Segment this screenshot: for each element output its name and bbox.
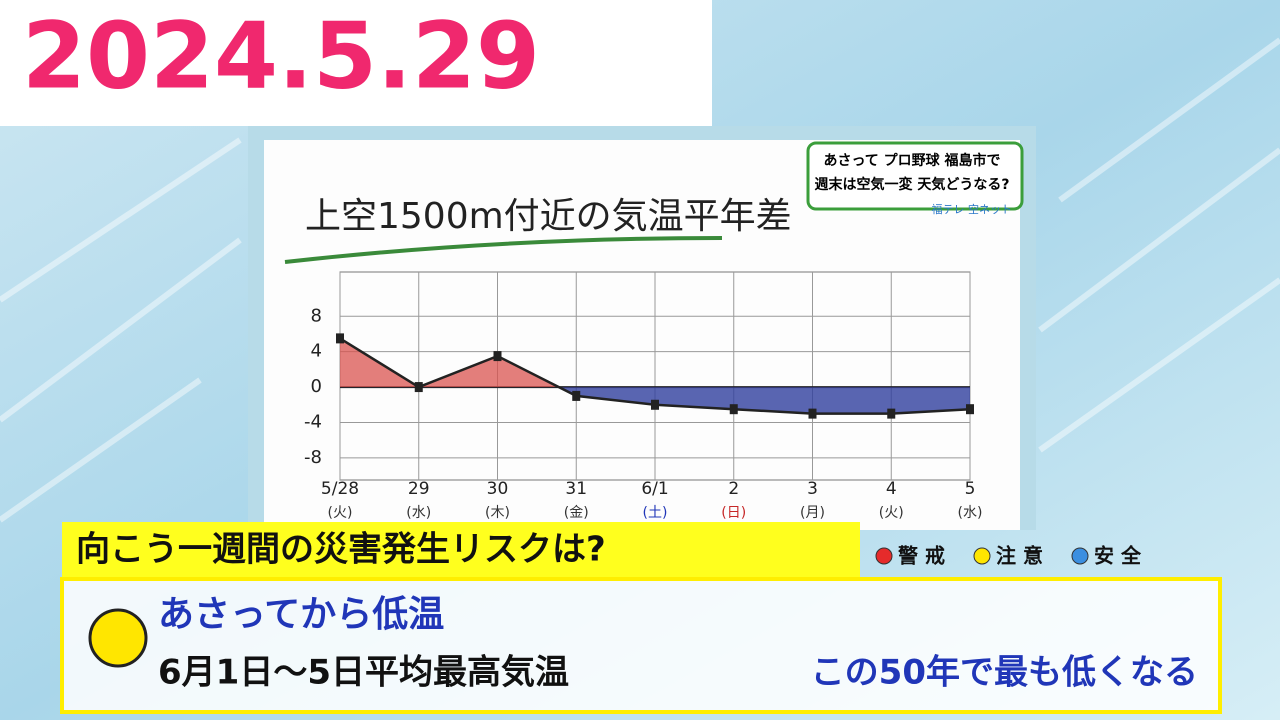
point <box>493 351 502 362</box>
risk-level <box>88 608 148 668</box>
positive-area <box>340 338 559 388</box>
x-weekday-label: (月) <box>800 505 825 521</box>
x-tick-label: 6/1 <box>641 479 668 499</box>
legend: 警 戒注 意安 全 <box>875 544 1142 568</box>
y-tick-label: 0 <box>311 376 322 397</box>
x-weekday-label: (水) <box>406 505 431 521</box>
x-tick-label: 29 <box>408 479 430 499</box>
legend-dot <box>973 547 991 565</box>
point <box>336 333 344 344</box>
point <box>808 408 817 419</box>
x-weekday-label: (日) <box>721 505 746 521</box>
x-tick-label: 2 <box>728 479 739 499</box>
point <box>572 390 581 401</box>
badge-line: 週末は空気一変 天気どうなる? <box>815 176 1010 193</box>
legend-dot <box>1071 547 1089 565</box>
legend-label: 注 意 <box>996 544 1043 568</box>
streaks <box>0 37 1280 523</box>
point <box>887 408 896 419</box>
detail-emphasis: この50年で最も低くなる <box>811 653 1198 693</box>
headline: あさってから低温 <box>158 594 444 635</box>
x-weekday-label: (水) <box>958 505 983 521</box>
x-weekday-label: (木) <box>485 505 510 521</box>
x-tick-label: 4 <box>886 479 897 499</box>
y-tick-label: -4 <box>304 411 322 432</box>
point <box>729 404 738 415</box>
logo: 福テレ 空ネット <box>932 202 1013 216</box>
legend-dot <box>875 547 893 565</box>
date-box <box>0 0 712 126</box>
chart: 5/28 (火) 29 (水) 30 (木) 31 (金) 6/1 (土) 2 (日) 3 (月) 4 (火)… <box>304 271 983 521</box>
y-tick-label: 4 <box>311 341 322 362</box>
question: 向こう一週間の災害発生リスクは? <box>76 530 606 570</box>
x-tick-label: 5 <box>965 479 976 499</box>
x-tick-label: 30 <box>487 479 509 499</box>
message-box <box>60 577 1222 714</box>
badge-line: あさって プロ野球 福島市で <box>823 152 1000 169</box>
chart-title: 上空1500m付近の気温平年差 <box>305 196 792 237</box>
y-tick-label: -8 <box>304 447 322 468</box>
x-tick-label: 31 <box>565 479 587 499</box>
x-weekday-label: (火) <box>328 505 353 521</box>
point <box>651 399 659 410</box>
x-weekday-label: (火) <box>879 505 904 521</box>
title-underline <box>284 236 723 264</box>
question-box <box>62 522 860 578</box>
point <box>414 382 423 393</box>
y-tick-label: 8 <box>311 305 322 326</box>
detail: 6月1日～5日平均最高気温 <box>158 653 569 693</box>
x-tick-label: 3 <box>807 479 818 499</box>
x-weekday-label: (土) <box>643 505 668 521</box>
date: 2024.5.29 <box>22 2 540 109</box>
x-tick-label: 5/28 <box>321 479 359 499</box>
legend-label: 警 戒 <box>898 544 945 568</box>
x-weekday-label: (金) <box>564 505 589 521</box>
point <box>966 404 974 415</box>
legend-label: 安 全 <box>1094 544 1142 568</box>
badge <box>806 141 1024 211</box>
